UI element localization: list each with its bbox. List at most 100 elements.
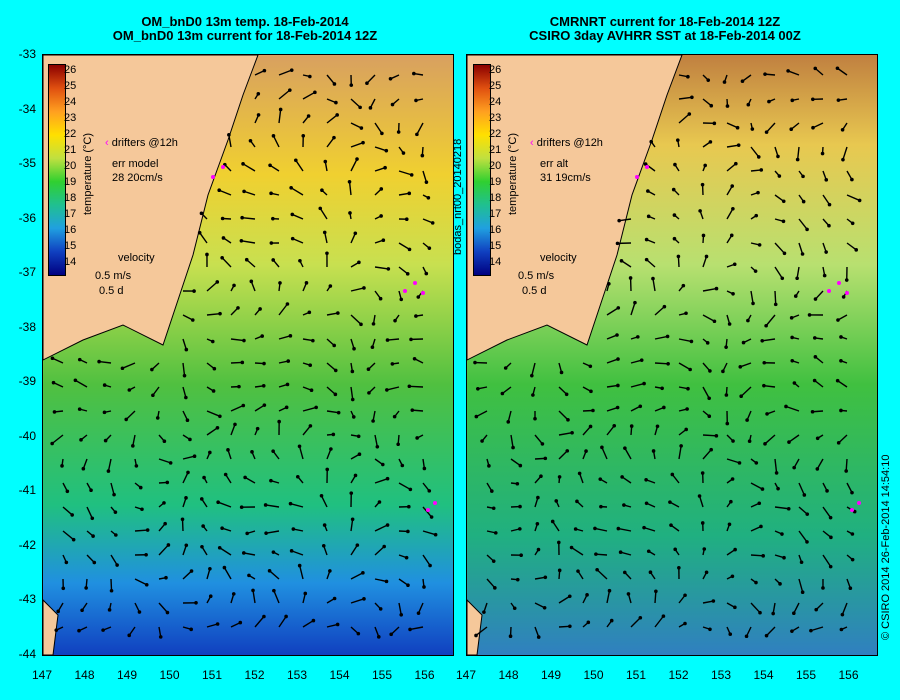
current-vector-arrow bbox=[750, 554, 764, 557]
current-vector-head bbox=[688, 367, 692, 372]
current-vector-head bbox=[335, 113, 339, 117]
current-vector-head bbox=[712, 121, 717, 126]
current-vector-head bbox=[736, 143, 741, 147]
colorbar-tick-label: 21 bbox=[64, 144, 77, 156]
current-vector-head bbox=[589, 389, 593, 394]
current-vector-head bbox=[530, 373, 534, 378]
current-vector-arrow bbox=[230, 404, 244, 412]
current-vector-arrow bbox=[218, 189, 232, 196]
current-vector-head bbox=[824, 250, 828, 254]
current-vector-head bbox=[325, 251, 329, 256]
current-vector-head bbox=[557, 475, 562, 479]
current-vector-head bbox=[165, 610, 170, 615]
current-vector-arrow bbox=[422, 530, 436, 536]
current-vector-head bbox=[262, 403, 267, 407]
current-vector-head bbox=[355, 543, 360, 547]
current-vector-head bbox=[801, 174, 805, 179]
current-vector-head bbox=[633, 300, 637, 305]
current-vector-arrow bbox=[476, 410, 488, 418]
current-vector-arrow bbox=[740, 362, 752, 368]
right-title-line1: CMRNRT current for 18-Feb-2014 12Z bbox=[549, 14, 781, 29]
current-vector-arrow bbox=[552, 521, 560, 532]
latitude-tick-label: -35 bbox=[18, 156, 36, 170]
current-vector-head bbox=[813, 66, 818, 71]
current-vector-head bbox=[773, 302, 778, 307]
current-vector-head bbox=[737, 461, 742, 465]
current-vector-head bbox=[836, 318, 840, 322]
current-vector-arrow bbox=[726, 163, 737, 172]
current-vector-arrow bbox=[228, 134, 232, 148]
current-vector-head bbox=[409, 173, 414, 177]
current-vector-head bbox=[758, 610, 762, 615]
current-vector-head bbox=[776, 154, 780, 159]
current-vector-head bbox=[353, 473, 358, 478]
latitude-tick-label: -41 bbox=[18, 483, 36, 497]
current-vector-head bbox=[747, 439, 752, 444]
current-vector-head bbox=[242, 551, 246, 555]
current-vector-head bbox=[262, 361, 266, 366]
current-vector-arrow bbox=[726, 458, 740, 464]
current-vector-arrow bbox=[278, 89, 291, 100]
current-vector-head bbox=[557, 540, 561, 545]
current-vector-arrow bbox=[774, 506, 789, 510]
current-vector-head bbox=[328, 284, 333, 288]
current-vector-head bbox=[850, 532, 855, 536]
current-vector-head bbox=[285, 382, 290, 387]
current-vector-head bbox=[184, 496, 188, 500]
current-vector-head bbox=[536, 635, 541, 639]
current-vector-head bbox=[199, 211, 204, 216]
current-vector-head bbox=[708, 627, 712, 632]
current-vector-head bbox=[131, 444, 135, 448]
current-vector-head bbox=[389, 632, 393, 637]
current-vector-head bbox=[382, 544, 386, 549]
current-vector-head bbox=[404, 217, 409, 222]
current-vector-head bbox=[289, 68, 294, 72]
current-vector-head bbox=[844, 469, 848, 473]
current-vector-head bbox=[734, 161, 738, 166]
current-vector-head bbox=[52, 410, 57, 414]
current-vector-head bbox=[739, 394, 743, 399]
current-vector-head bbox=[329, 447, 333, 451]
current-vector-head bbox=[672, 236, 677, 241]
current-vector-arrow bbox=[838, 434, 848, 444]
current-vector-head bbox=[673, 547, 677, 552]
current-vector-arrow bbox=[678, 96, 692, 100]
current-vector-arrow bbox=[75, 379, 88, 388]
current-vector-arrow bbox=[785, 405, 800, 412]
colorbar-tick-label: 25 bbox=[489, 80, 502, 92]
current-vector-head bbox=[271, 216, 275, 221]
current-vector-head bbox=[654, 589, 658, 594]
current-vector-head bbox=[278, 107, 283, 112]
current-vector-head bbox=[792, 381, 797, 385]
longitude-tick-label: 151 bbox=[201, 668, 223, 682]
current-vector-head bbox=[655, 424, 660, 429]
current-vector-head bbox=[220, 216, 225, 221]
current-vector-head bbox=[244, 257, 249, 262]
drifter-marker bbox=[221, 165, 225, 169]
current-vector-head bbox=[239, 238, 244, 243]
current-vector-head bbox=[482, 610, 486, 614]
current-vector-arrow bbox=[774, 458, 778, 473]
current-vector-head bbox=[784, 404, 788, 409]
drifter-marker bbox=[850, 508, 854, 512]
current-vector-head bbox=[764, 130, 769, 134]
current-vector-arrow bbox=[765, 314, 776, 327]
current-vector-head bbox=[702, 547, 707, 551]
coast-land bbox=[43, 55, 259, 361]
current-vector-arrow bbox=[62, 506, 73, 516]
current-vector-arrow bbox=[837, 67, 848, 76]
current-vector-head bbox=[706, 78, 711, 82]
current-vector-arrow bbox=[273, 590, 280, 604]
longitude-tick-label: 153 bbox=[286, 668, 308, 682]
current-vector-head bbox=[295, 474, 300, 479]
current-vector-arrow bbox=[132, 434, 136, 446]
current-vector-head bbox=[416, 295, 421, 299]
current-vector-head bbox=[665, 334, 670, 339]
current-vector-head bbox=[422, 585, 426, 589]
current-vector-head bbox=[708, 140, 713, 144]
current-vector-head bbox=[677, 565, 681, 570]
current-vector-head bbox=[251, 588, 255, 593]
current-vector-head bbox=[805, 227, 809, 232]
current-vector-arrow bbox=[601, 447, 608, 460]
current-vector-head bbox=[676, 254, 681, 259]
